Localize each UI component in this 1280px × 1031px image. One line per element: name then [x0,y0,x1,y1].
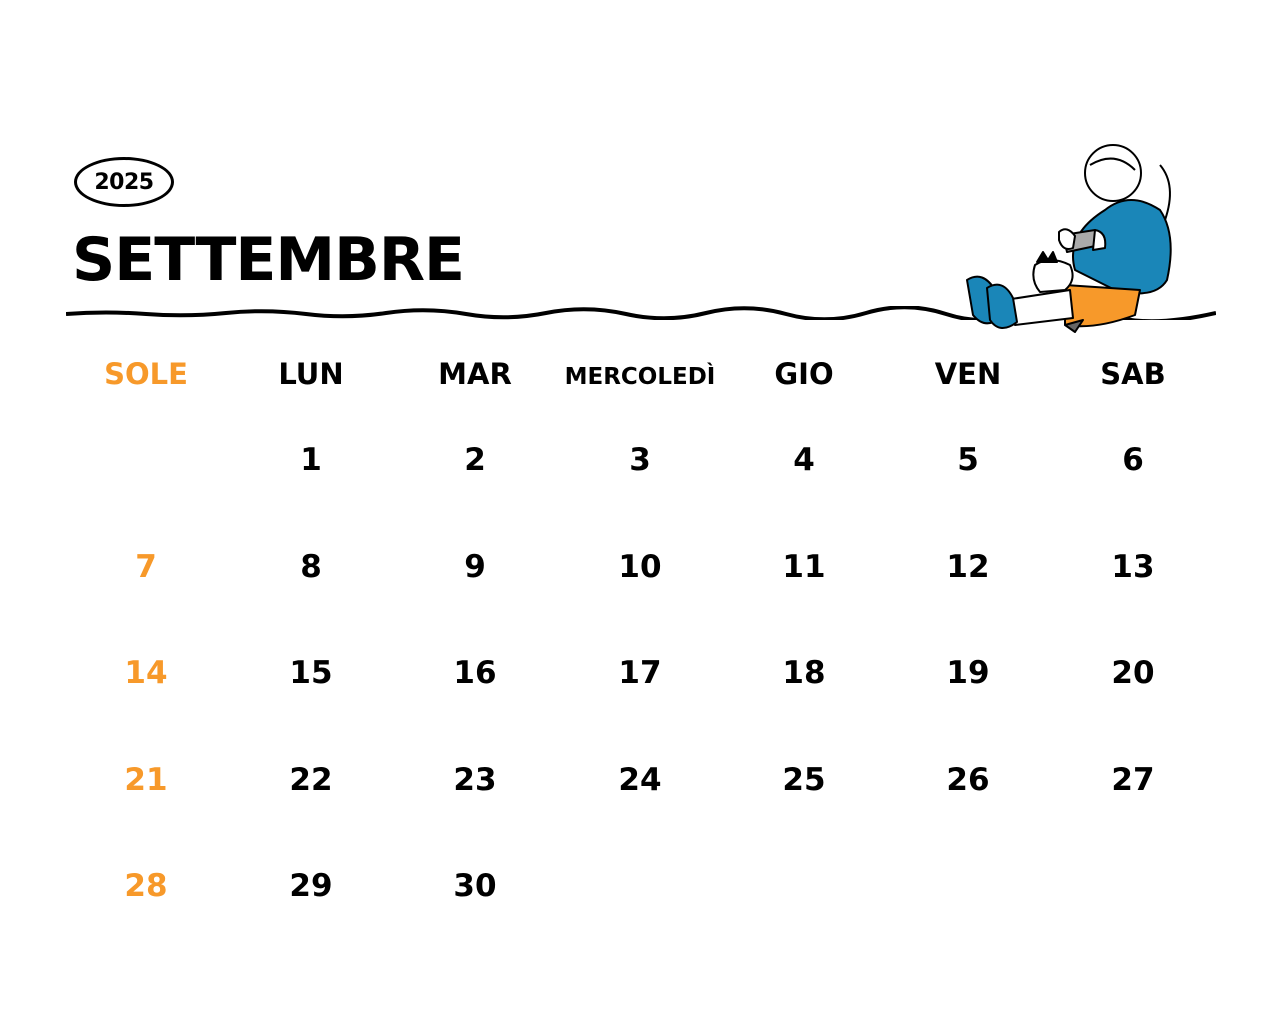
day-cell: 26 [946,762,990,798]
day-cell: 22 [289,762,333,798]
day-cell: 6 [1122,442,1144,478]
day-cell: 18 [782,655,826,691]
day-cell: 13 [1111,549,1155,585]
day-cell: 27 [1111,762,1155,798]
day-cell: 10 [618,549,662,585]
weekday-sunday: SOLE [104,357,188,391]
day-cell: 30 [453,868,497,904]
weekday-wednesday: MERCOLEDÌ [564,364,716,390]
day-cell: 14 [124,655,168,691]
day-cell: 21 [124,762,168,798]
girl-with-cat-icon [966,144,1172,333]
day-cell: 28 [124,868,168,904]
day-cell: 3 [629,442,651,478]
day-cell: 20 [1111,655,1155,691]
weekday-thursday: GIO [774,357,834,391]
weekday-tuesday: MAR [438,357,512,391]
day-cell: 19 [946,655,990,691]
day-cell: 12 [946,549,990,585]
day-cell: 16 [453,655,497,691]
weekday-saturday: SAB [1100,357,1166,391]
weekday-friday: VEN [934,357,1002,391]
day-cell: 15 [289,655,333,691]
day-cell: 7 [135,549,157,585]
year-label: 2025 [94,169,154,195]
day-cell: 1 [300,442,322,478]
year-badge: 2025 [74,157,174,207]
month-title: SETTEMBRE [72,225,465,295]
day-cell: 8 [300,549,322,585]
day-cell: 25 [782,762,826,798]
weekday-monday: LUN [278,357,344,391]
day-cell: 24 [618,762,662,798]
day-cell: 5 [957,442,979,478]
day-cell: 29 [289,868,333,904]
day-cell: 2 [464,442,486,478]
day-cell: 23 [453,762,497,798]
day-cell: 17 [618,655,662,691]
day-cell: 9 [464,549,486,585]
day-cell: 4 [793,442,815,478]
day-cell: 11 [782,549,826,585]
